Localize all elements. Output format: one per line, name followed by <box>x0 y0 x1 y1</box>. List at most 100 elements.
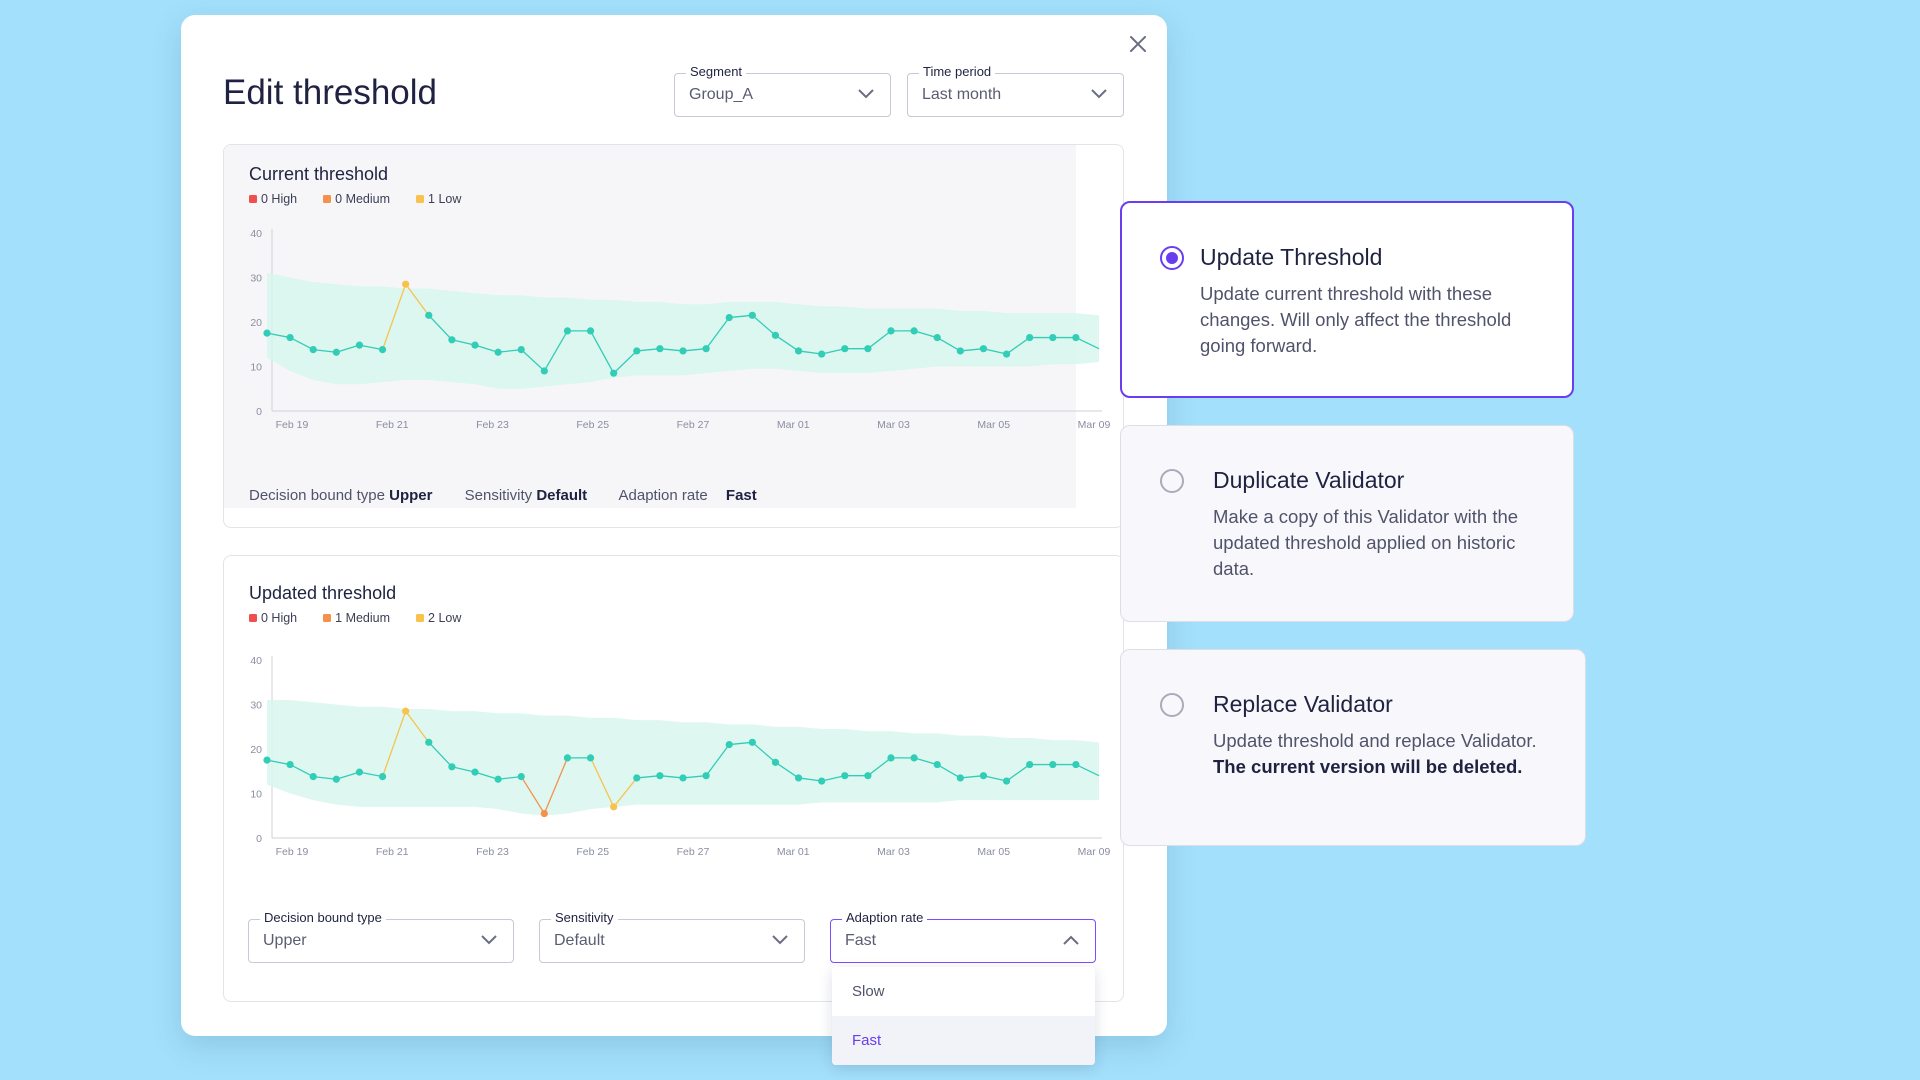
data-point <box>864 772 872 780</box>
series-line-segment <box>313 775 337 780</box>
data-point <box>702 772 710 780</box>
series-line-segment <box>520 349 545 372</box>
data-point <box>979 772 988 780</box>
series-line-segment <box>821 775 845 782</box>
radio-selected[interactable] <box>1160 246 1184 270</box>
y-tick-label: 30 <box>250 700 262 712</box>
anomaly-point <box>402 707 410 715</box>
current-meta: Decision bound type Upper Sensitivity De… <box>249 487 757 504</box>
series-line-segment <box>867 330 892 350</box>
data-point <box>887 327 895 335</box>
radio-unselected[interactable] <box>1160 693 1184 717</box>
data-point <box>517 772 525 781</box>
series-line-segment <box>821 348 845 355</box>
series-line-segment <box>313 348 337 353</box>
adaption-rate-select[interactable]: Adaption rate Fast <box>830 910 1096 963</box>
legend-low-swatch <box>416 195 425 203</box>
series-line-segment <box>936 764 961 779</box>
data-point <box>725 740 733 749</box>
sensitivity-select[interactable]: Sensitivity Default <box>539 910 805 963</box>
data-point <box>494 348 502 356</box>
adaption-label: Adaption rate <box>618 487 708 504</box>
data-point <box>448 336 456 344</box>
series-line-segment <box>474 344 499 353</box>
data-point <box>425 738 433 746</box>
menu-option-slow[interactable]: Slow <box>852 983 885 1000</box>
legend-medium-swatch <box>323 195 332 203</box>
data-point <box>378 345 387 354</box>
time-period-value: Last month <box>922 86 1002 103</box>
data-point <box>771 758 780 766</box>
desc-text: Update current threshold with these chan… <box>1200 283 1512 356</box>
desc-text: Update threshold and replace Validator. <box>1213 730 1537 751</box>
data-point <box>633 774 641 782</box>
series-line-segment <box>266 759 291 766</box>
data-point <box>263 329 271 337</box>
data-point <box>748 738 756 746</box>
segment-value: Group_A <box>689 86 754 103</box>
data-point <box>841 772 849 780</box>
legend-medium: 1 Medium <box>323 611 390 625</box>
series-line-segment <box>451 339 476 346</box>
time-period-label: Time period <box>919 64 996 80</box>
decision-bound-select[interactable]: Decision bound type Upper <box>248 910 514 963</box>
data-point <box>586 327 595 335</box>
series-line-segment <box>960 775 984 779</box>
data-point <box>725 313 733 322</box>
sensitivity-value: Default <box>536 487 588 504</box>
decision-bound-value: Upper <box>263 932 307 949</box>
option-description: Update current threshold with these chan… <box>1200 281 1540 359</box>
data-point <box>956 774 964 782</box>
option-title: Replace Validator <box>1213 691 1393 717</box>
data-point <box>378 772 387 781</box>
series-line-segment <box>289 763 314 778</box>
data-point <box>517 345 525 354</box>
option-duplicate-validator[interactable]: Duplicate Validator Make a copy of this … <box>1120 425 1574 622</box>
sensitivity-label: Sensitivity <box>464 487 533 504</box>
current-threshold-chart: 0 10 20 30 40 Feb 19 Feb 21 Feb 23 Feb 25 Feb 27 M… <box>250 228 1110 431</box>
series-line-segment <box>589 757 615 808</box>
adaption-rate-menu: Slow Fast <box>832 967 1095 1065</box>
data-point <box>563 327 572 335</box>
series-line-segment <box>474 771 499 780</box>
time-period-select[interactable]: Time period Last month <box>907 64 1124 117</box>
series-line-segment <box>867 757 892 777</box>
x-tick-label: Feb 21 <box>376 846 409 858</box>
data-point <box>656 772 664 780</box>
data-point <box>933 333 941 342</box>
data-point <box>309 772 317 781</box>
legend-high-label: 0 High <box>261 611 298 625</box>
option-description: Make a copy of this Validator with the u… <box>1213 504 1553 582</box>
data-point <box>540 367 548 375</box>
data-point <box>332 348 340 356</box>
data-point <box>1049 760 1057 769</box>
legend-low: 1 Low <box>416 192 461 206</box>
series-line-segment <box>381 283 407 350</box>
data-point <box>448 763 456 771</box>
segment-select[interactable]: Segment Group_A <box>674 64 891 117</box>
x-tick-label: Feb 27 <box>677 846 710 858</box>
data-point <box>910 327 918 335</box>
segment-label: Segment <box>686 64 747 80</box>
data-point <box>841 345 849 353</box>
menu-option-fast[interactable]: Fast <box>832 1016 1095 1065</box>
data-point <box>771 331 780 339</box>
data-point <box>563 754 572 762</box>
adaption-rate-value: Fast <box>845 932 877 949</box>
data-point <box>610 369 618 377</box>
radio-unselected[interactable] <box>1160 469 1184 493</box>
data-point <box>818 777 826 785</box>
y-tick-label: 0 <box>256 833 262 845</box>
series-line-segment <box>405 283 430 316</box>
data-point <box>679 774 687 782</box>
updated-threshold-chart: 0 10 20 30 40 Feb 19 Feb 21 Feb 23 Feb 25 Feb 27 M… <box>250 655 1110 858</box>
legend-high-swatch <box>249 195 257 203</box>
close-icon[interactable] <box>1126 32 1150 56</box>
legend-medium-label: 0 Medium <box>335 192 391 206</box>
option-replace-validator[interactable]: Replace Validator Update threshold and r… <box>1120 649 1586 846</box>
data-point <box>818 350 826 358</box>
option-update-threshold[interactable]: Update Threshold Update current threshol… <box>1120 201 1574 398</box>
series-line-segment <box>498 775 522 780</box>
option-title: Update Threshold <box>1200 244 1383 270</box>
series-line-segment <box>729 741 753 746</box>
